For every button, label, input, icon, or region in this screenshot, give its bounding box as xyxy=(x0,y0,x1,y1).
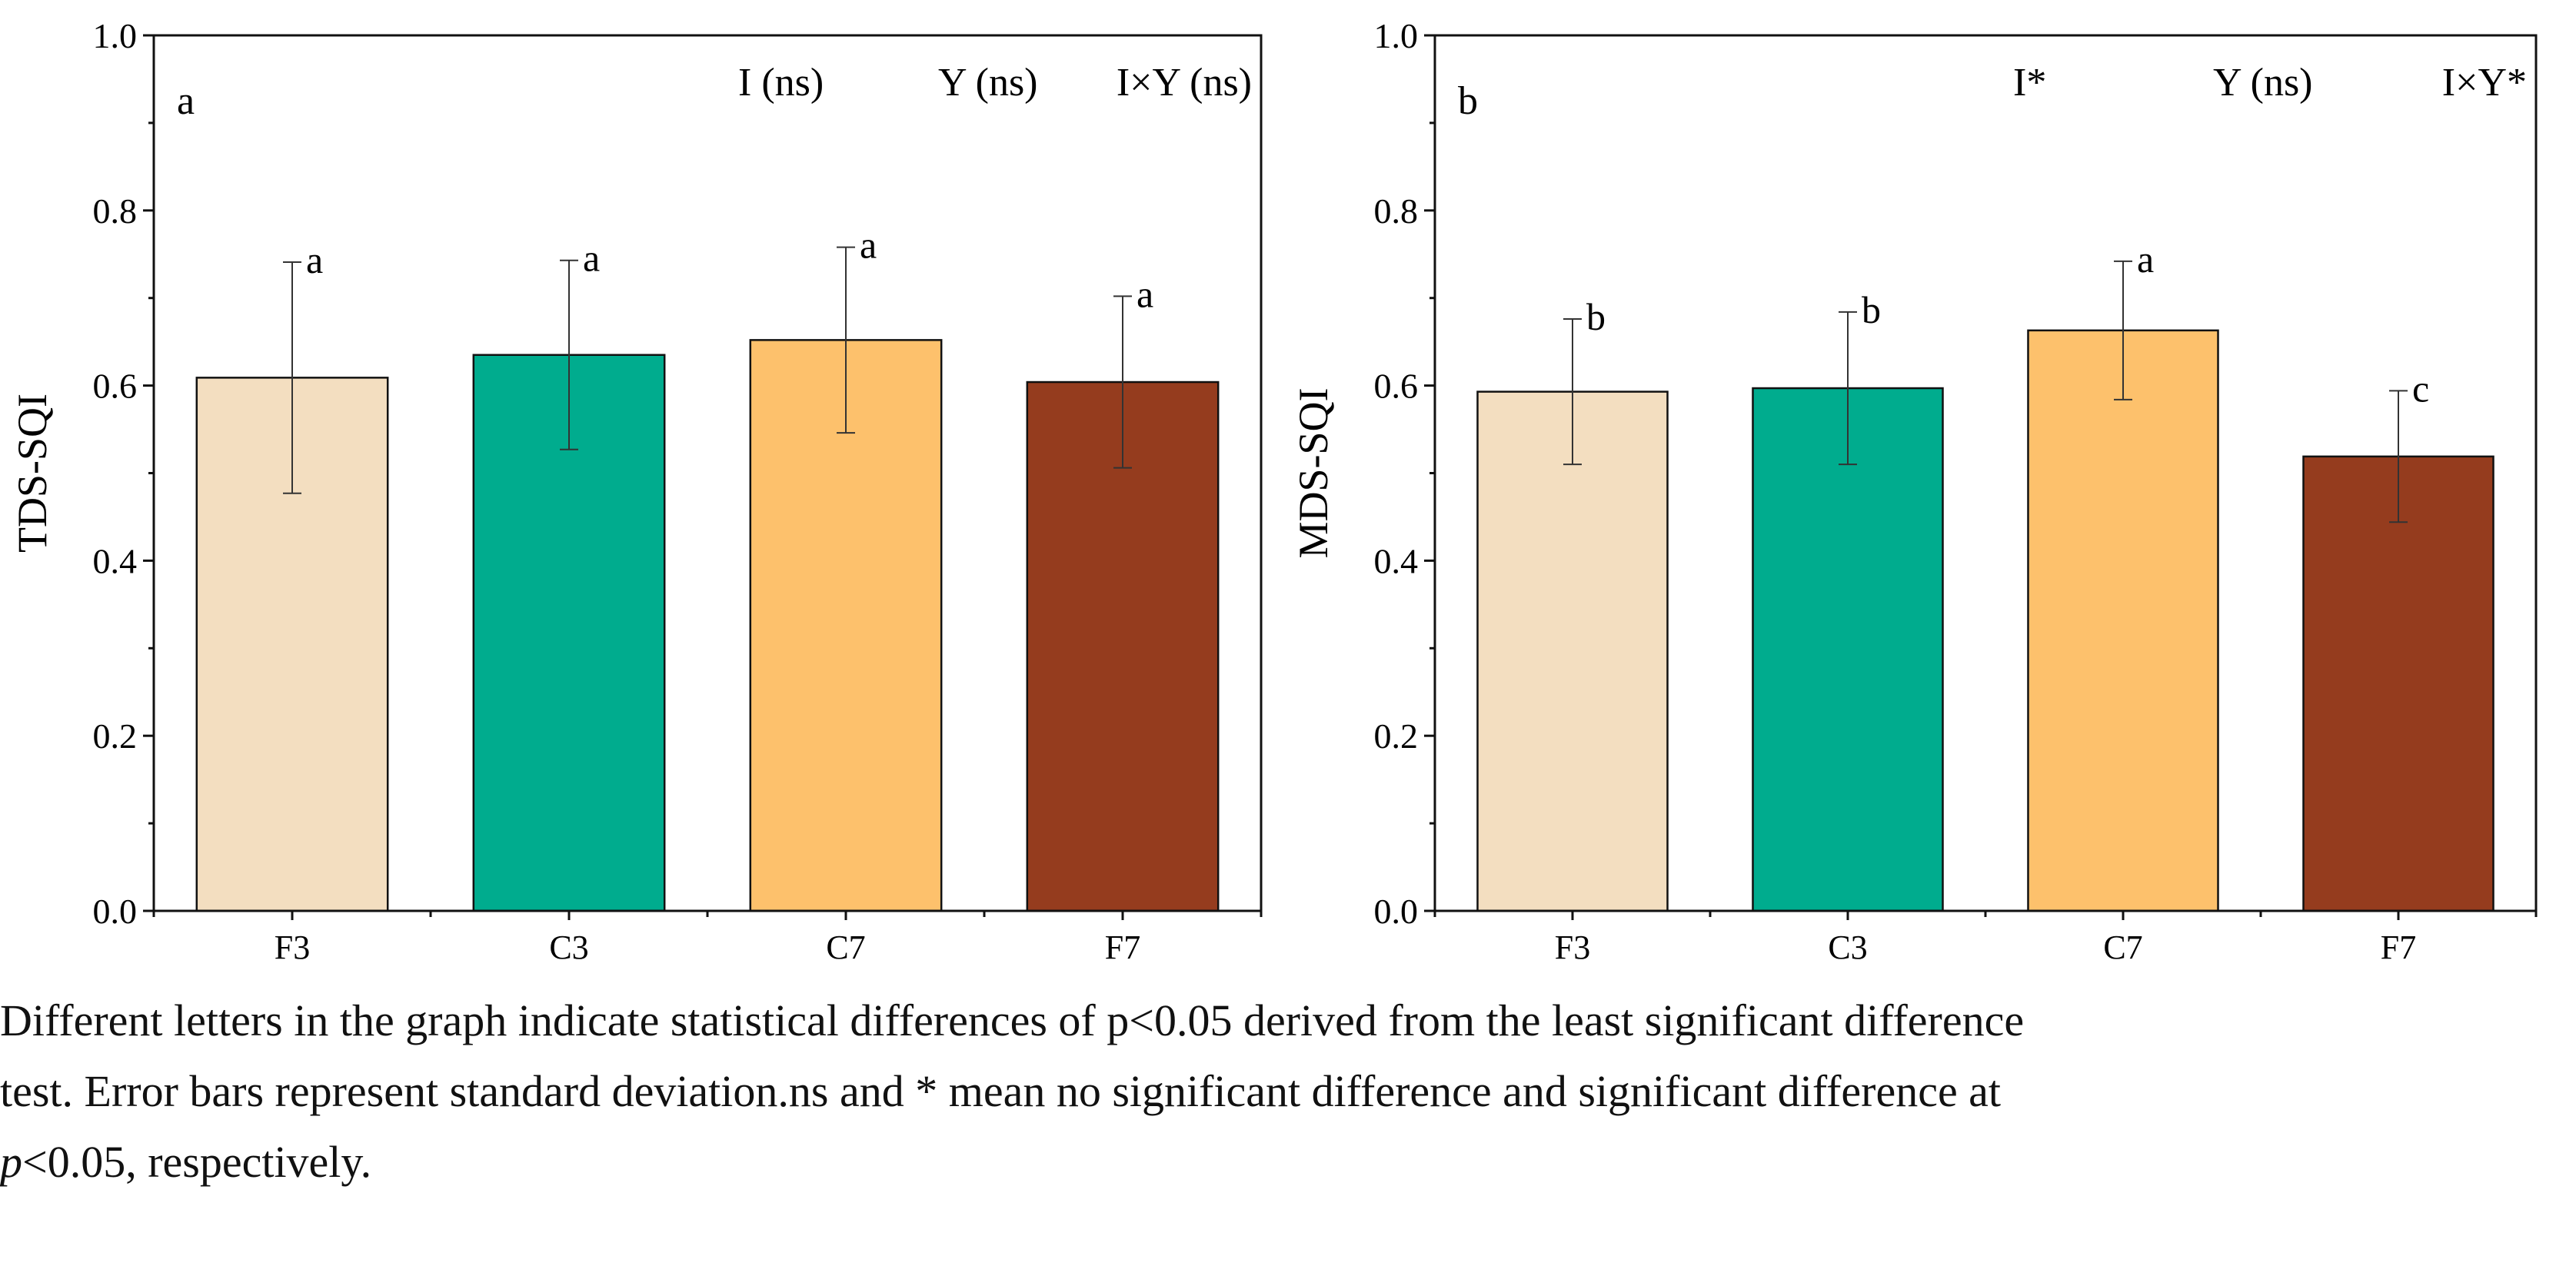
x-tick-label: C3 xyxy=(1828,929,1867,966)
y-axis-label: TDS-SQI xyxy=(9,394,55,553)
bar-F3 xyxy=(1476,390,1669,912)
error-bar-C3: a xyxy=(560,237,600,450)
significance-letter: a xyxy=(860,224,877,267)
y-tick-label: 0.4 xyxy=(93,541,138,580)
y-tick-label: 0.0 xyxy=(93,892,138,931)
y-tick-label: 0.2 xyxy=(1374,716,1419,756)
caption-line-3-rest: <0.05, respectively. xyxy=(22,1137,372,1187)
x-tick-label: F7 xyxy=(2381,929,2416,966)
bar-F7 xyxy=(2302,455,2494,912)
error-bar-F3: a xyxy=(283,238,323,494)
error-bar-F7: c xyxy=(2389,367,2429,523)
y-tick-label: 0.0 xyxy=(1374,892,1419,931)
significance-letter: c xyxy=(2412,367,2429,410)
effect-label: I* xyxy=(2013,61,2046,105)
caption-line-3: p<0.05, respectively. xyxy=(0,1127,2568,1198)
error-bar-C7: a xyxy=(837,224,877,434)
caption-p-italic: p xyxy=(0,1137,22,1187)
y-tick-label: 1.0 xyxy=(1374,16,1419,55)
effect-label: I×Y (ns) xyxy=(1117,61,1252,105)
y-tick-label: 0.8 xyxy=(93,191,138,231)
panel-label: b xyxy=(1458,79,1478,123)
y-tick-label: 0.2 xyxy=(93,716,138,756)
x-tick-label: C3 xyxy=(549,929,588,966)
error-bar-F3: b xyxy=(1563,295,1606,466)
effect-label: I×Y* xyxy=(2442,61,2527,105)
caption-line-1: Different letters in the graph indicate … xyxy=(0,995,2025,1045)
significance-letter: b xyxy=(1586,295,1606,338)
x-tick-label: C7 xyxy=(2103,929,2142,966)
y-tick-label: 0.4 xyxy=(1374,541,1419,580)
panel-b: b b a c 0.0 0.2 0.4 0.6 0.8 1.0 F3 C3 C7 F7 MDS-SQI b I*… xyxy=(1290,16,2538,966)
panel-label: a xyxy=(177,79,195,123)
significance-letter: a xyxy=(1137,272,1153,315)
effect-label: Y (ns) xyxy=(2213,61,2313,105)
x-tick-label: F3 xyxy=(1555,929,1590,966)
effect-label: I (ns) xyxy=(738,61,824,105)
y-tick-label: 0.6 xyxy=(1374,367,1419,406)
panel-a: a a a a 0.0 0.2 0.4 0.6 0.8 1.0 F3 C3 C7 F7 TDS-SQI a I … xyxy=(9,16,1263,966)
x-tick-label: C7 xyxy=(826,929,865,966)
x-tick-label: F3 xyxy=(275,929,310,966)
error-bar-C7: a xyxy=(2114,238,2154,400)
bar-C3 xyxy=(1752,387,1944,912)
bar-F7 xyxy=(1026,380,1220,912)
y-tick-label: 0.6 xyxy=(93,367,138,406)
caption-line-2: test. Error bars represent standard devi… xyxy=(0,1066,2002,1116)
y-tick-label: 1.0 xyxy=(93,16,138,55)
significance-letter: a xyxy=(2137,238,2154,281)
significance-letter: a xyxy=(583,237,600,280)
effect-label: Y (ns) xyxy=(938,61,1038,105)
x-tick-label: F7 xyxy=(1105,929,1140,966)
bar-C7 xyxy=(2027,329,2219,912)
error-bar-C3: b xyxy=(1839,288,1881,466)
y-axis-label: MDS-SQI xyxy=(1290,387,1336,558)
figure-caption: Different letters in the graph indicate … xyxy=(0,985,2568,1198)
error-bar-F7: a xyxy=(1113,272,1153,469)
significance-letter: b xyxy=(1862,288,1881,331)
significance-letter: a xyxy=(306,238,323,281)
y-tick-label: 0.8 xyxy=(1374,191,1419,231)
